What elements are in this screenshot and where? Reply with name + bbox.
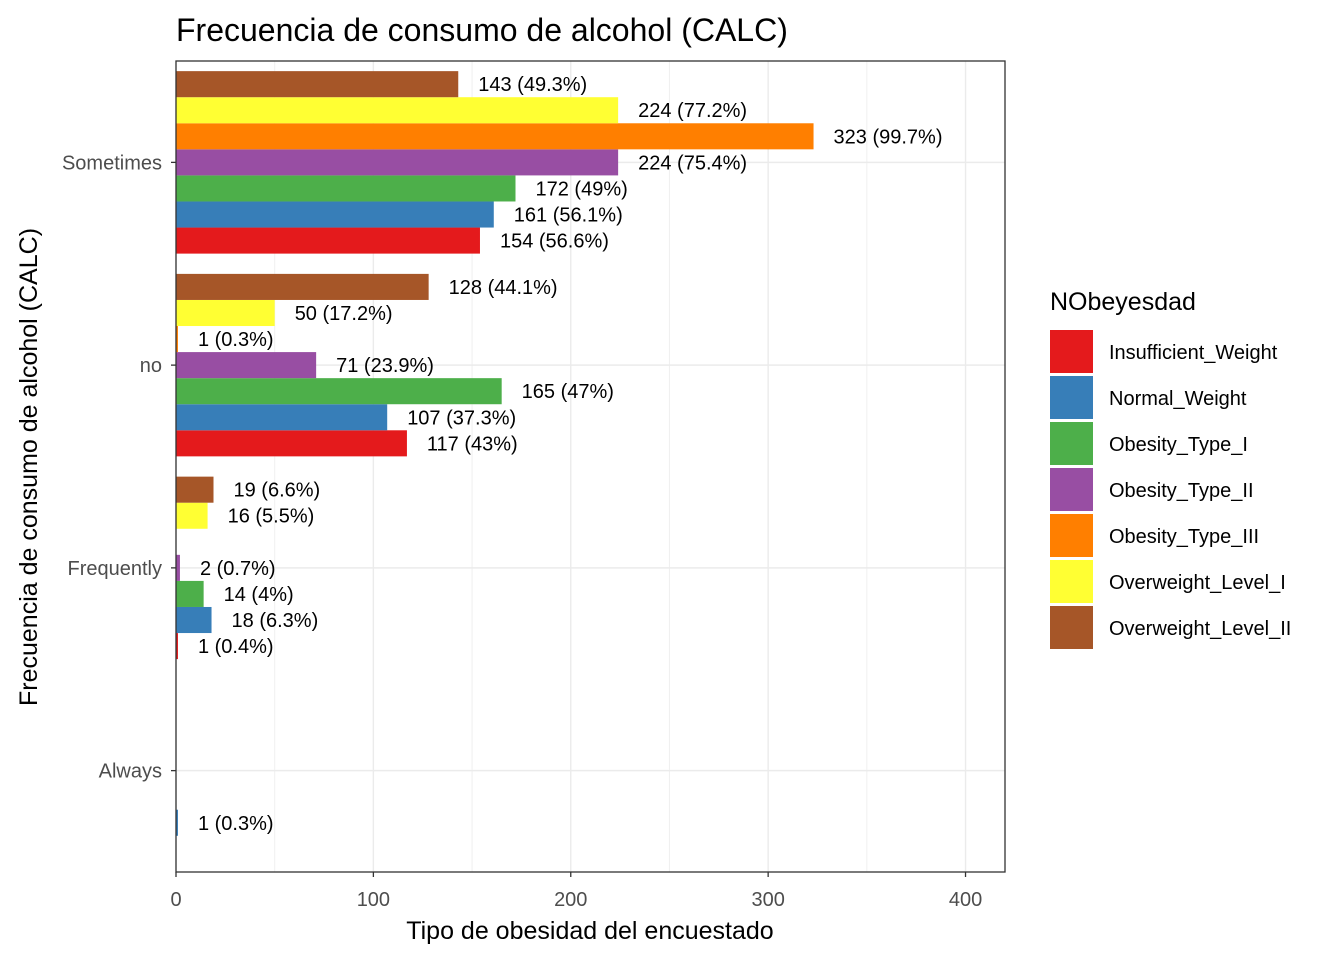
bar-overweight-level-i-sometimes	[176, 97, 619, 124]
legend-swatch	[1050, 514, 1093, 557]
data-label: 71 (23.9%)	[336, 355, 434, 377]
bar-insufficient-weight-no	[176, 430, 407, 457]
legend-label: Obesity_Type_III	[1109, 526, 1259, 548]
bar-overweight-level-ii-no	[176, 273, 429, 300]
legend-label: Obesity_Type_I	[1109, 434, 1248, 456]
bar-overweight-level-ii-sometimes	[176, 71, 459, 98]
data-labels-layer: 1 (0.4%) 117 (43%) 154 (56.6%) 1 (0.3%) 18 (…	[198, 74, 943, 835]
data-label: 1 (0.4%)	[198, 636, 274, 658]
data-label: 117 (43%)	[427, 433, 518, 455]
data-label: 2 (0.7%)	[200, 558, 276, 580]
data-label: 323 (99.7%)	[834, 126, 943, 148]
legend-label: Overweight_Level_I	[1109, 572, 1286, 594]
y-tick-label: Always	[99, 761, 162, 783]
data-label: 16 (5.5%)	[228, 506, 315, 528]
legend-swatch	[1050, 376, 1093, 419]
data-label: 107 (37.3%)	[407, 407, 516, 429]
legend-label: Overweight_Level_II	[1109, 618, 1291, 640]
data-label: 165 (47%)	[522, 381, 614, 403]
legend-swatch	[1050, 560, 1093, 603]
bar-obesity-type-i-sometimes	[176, 175, 516, 202]
data-label: 128 (44.1%)	[449, 277, 558, 299]
bars-layer	[176, 71, 814, 836]
bar-normal-weight-always	[176, 809, 178, 836]
x-tick-label: 0	[170, 889, 181, 911]
legend-label: Insufficient_Weight	[1109, 342, 1278, 364]
legend-label: Obesity_Type_II	[1109, 480, 1254, 502]
data-label: 18 (6.3%)	[232, 610, 319, 632]
x-tick-label: 200	[554, 889, 587, 911]
data-label: 172 (49%)	[535, 178, 627, 200]
bar-overweight-level-i-frequently	[176, 502, 208, 529]
legend-swatch	[1050, 330, 1093, 373]
data-label: 224 (75.4%)	[638, 152, 747, 174]
x-tick-label: 300	[751, 889, 784, 911]
legend-title: NObeyesdad	[1050, 288, 1196, 316]
legend-swatch	[1050, 606, 1093, 649]
bar-obesity-type-ii-no	[176, 352, 317, 379]
bar-obesity-type-i-frequently	[176, 580, 204, 607]
data-label: 1 (0.3%)	[198, 329, 274, 351]
bar-obesity-type-iii-no	[176, 326, 178, 353]
plot-border	[175, 60, 1006, 873]
bar-obesity-type-ii-sometimes	[176, 149, 619, 176]
bar-overweight-level-ii-frequently	[176, 476, 214, 503]
bar-normal-weight-no	[176, 404, 388, 431]
data-label: 161 (56.1%)	[514, 205, 623, 227]
data-label: 1 (0.3%)	[198, 813, 274, 835]
bar-insufficient-weight-frequently	[176, 633, 178, 660]
legend-label: Normal_Weight	[1109, 388, 1247, 410]
bar-obesity-type-i-no	[176, 378, 502, 405]
x-axis: 0 100 200 300 400	[170, 872, 982, 911]
y-axis-title: Frecuencia de consumo de alcohol (CALC)	[15, 228, 43, 706]
data-label: 14 (4%)	[224, 584, 294, 606]
bar-insufficient-weight-sometimes	[176, 227, 480, 254]
data-label: 143 (49.3%)	[478, 74, 587, 96]
data-label: 19 (6.6%)	[234, 480, 321, 502]
chart-title: Frecuencia de consumo de alcohol (CALC)	[176, 12, 788, 48]
y-tick-label: Sometimes	[62, 152, 162, 174]
bar-normal-weight-frequently	[176, 606, 212, 634]
data-label: 50 (17.2%)	[295, 303, 393, 325]
legend: NObeyesdad Insufficient_Weight Normal_Wei…	[1050, 288, 1291, 649]
x-axis-title: Tipo de obesidad del encuestado	[406, 917, 773, 945]
bar-obesity-type-ii-frequently	[176, 554, 180, 581]
legend-swatch	[1050, 422, 1093, 465]
bar-overweight-level-i-no	[176, 299, 275, 327]
data-label: 154 (56.6%)	[500, 231, 609, 253]
bar-normal-weight-sometimes	[176, 201, 494, 228]
bar-obesity-type-iii-sometimes	[176, 123, 814, 150]
x-tick-label: 100	[357, 889, 390, 911]
y-tick-label: Frequently	[68, 558, 163, 580]
y-tick-label: no	[140, 355, 162, 377]
legend-swatch	[1050, 468, 1093, 511]
y-axis: Always Frequently no Sometimes	[62, 152, 176, 783]
data-label: 224 (77.2%)	[638, 100, 747, 122]
x-tick-label: 400	[949, 889, 982, 911]
